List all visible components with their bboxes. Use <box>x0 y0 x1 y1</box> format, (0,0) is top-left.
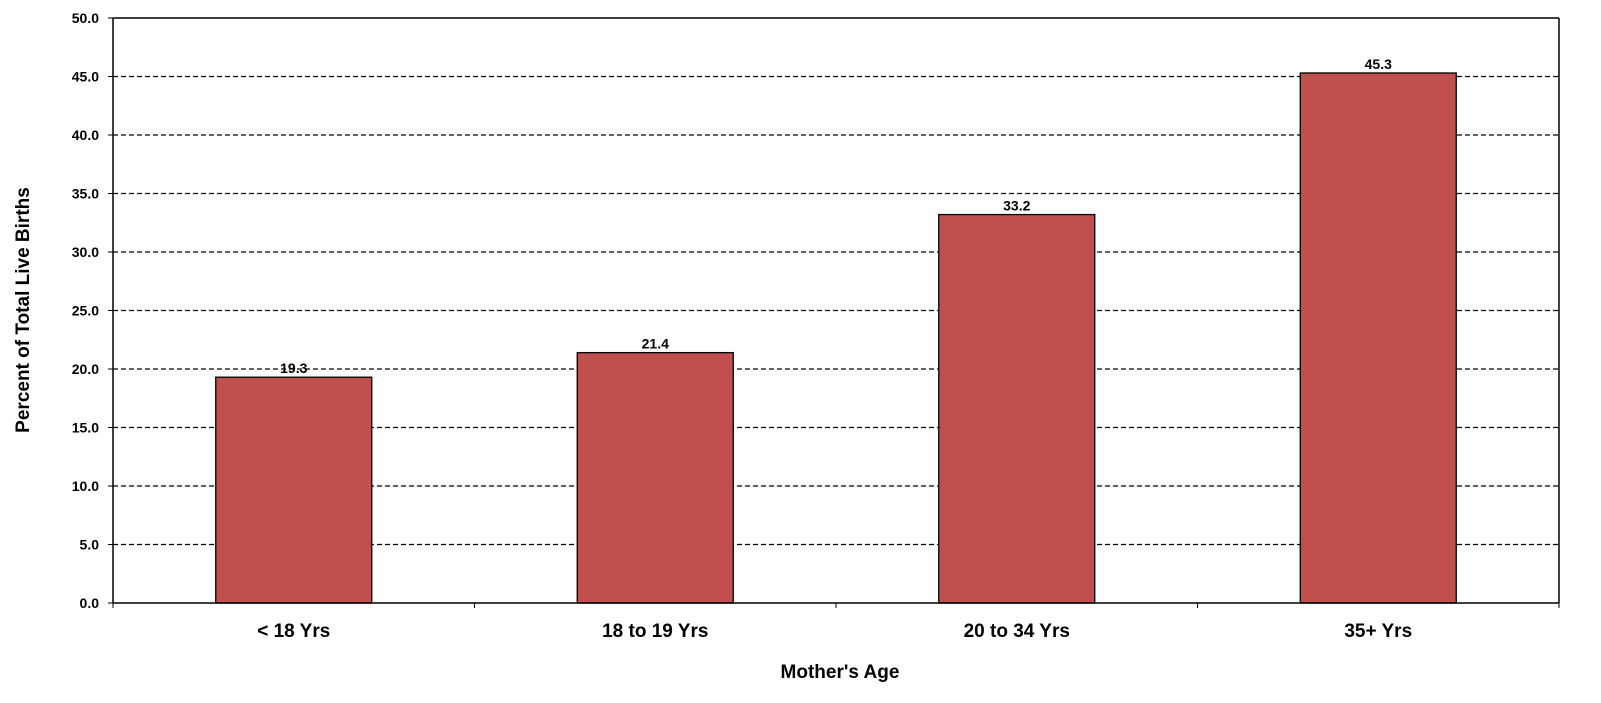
x-tick-label: < 18 Yrs <box>257 621 330 642</box>
bar <box>215 376 373 604</box>
y-tick-label: 25.0 <box>72 303 99 319</box>
x-tick-label: 35+ Yrs <box>1344 621 1412 642</box>
x-tick-label: 20 to 34 Yrs <box>964 621 1070 642</box>
x-tick-label: 18 to 19 Yrs <box>602 621 708 642</box>
bar-data-label: 21.4 <box>642 336 669 352</box>
y-tick-label: 5.0 <box>80 537 100 553</box>
bar <box>1299 72 1457 604</box>
y-tick-label: 20.0 <box>72 361 99 377</box>
bar <box>938 213 1096 604</box>
y-axis-title: Percent of Total Live Births <box>13 187 34 433</box>
bar <box>576 351 734 604</box>
bar-data-label: 45.3 <box>1365 56 1392 72</box>
bars <box>215 72 1457 604</box>
y-tick-label: 35.0 <box>72 186 99 202</box>
y-tick-label: 15.0 <box>72 420 99 436</box>
axes <box>108 17 1560 608</box>
y-tick-label: 10.0 <box>72 478 99 494</box>
x-axis-title: Mother's Age <box>781 662 900 683</box>
y-tick-label: 40.0 <box>72 127 99 143</box>
y-tick-label: 50.0 <box>72 10 99 26</box>
bar-data-label: 19.3 <box>280 360 307 376</box>
bar-data-label: 33.2 <box>1003 198 1030 214</box>
labels: 0.0 5.0 10.0 15.0 20.0 25.0 30.0 35.0 40.0 45.0 50… <box>72 10 1412 642</box>
y-tick-label: 45.0 <box>72 69 99 85</box>
y-tick-label: 0.0 <box>80 595 100 611</box>
y-tick-label: 30.0 <box>72 244 99 260</box>
